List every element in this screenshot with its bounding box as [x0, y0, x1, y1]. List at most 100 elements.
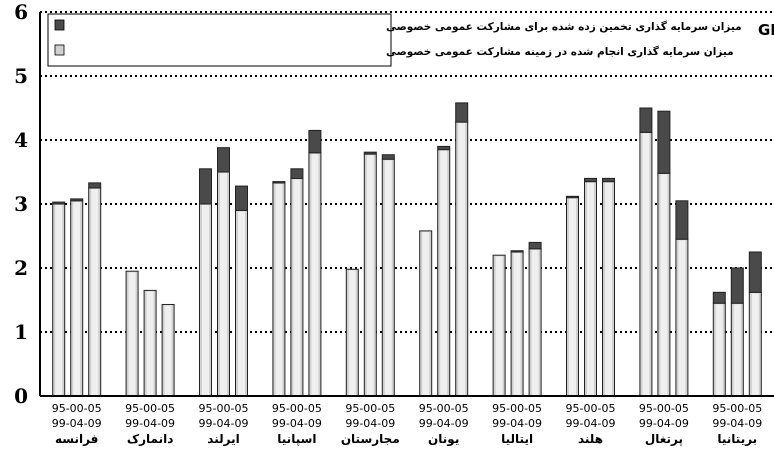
legend-swatch-actual [54, 44, 65, 56]
bar-actual-highlight [348, 270, 356, 396]
country-label: دانمارک [127, 432, 174, 446]
legend-box [47, 13, 392, 67]
y-tick-label: 1 [14, 320, 28, 344]
bar-actual-highlight [733, 304, 741, 396]
bar-estimated [290, 168, 304, 179]
period-label: 99-04-09 [199, 417, 249, 430]
bar-estimated [235, 185, 248, 211]
bar-actual-highlight [422, 231, 430, 396]
unit-label: درصد از GDP [758, 21, 774, 39]
period-label: 95-00-05 [639, 402, 689, 415]
bar-actual-highlight [587, 182, 594, 396]
bar-estimated [657, 110, 671, 174]
period-label: 95-00-05 [419, 402, 469, 415]
country-label: ایتالیا [501, 432, 533, 446]
bar-estimated [217, 147, 230, 173]
x-tick-labels: 95-00-05 99-04-09 فرانسه 95-00-05 99-04-09 دا… [52, 402, 763, 447]
bar-estimated [308, 129, 322, 154]
bar-actual-highlight [569, 198, 576, 396]
legend-label-estimated: میزان سرمایه گذاری تخمین زده شده برای مش… [386, 20, 742, 33]
bar-estimated [199, 168, 212, 205]
bar-actual-highlight [238, 211, 245, 396]
bar-actual-highlight [128, 272, 136, 396]
y-tick-label: 0 [14, 384, 28, 408]
bar-estimated [602, 177, 615, 183]
country-label: مجارستان [341, 432, 400, 446]
period-label: 95-00-05 [566, 402, 616, 415]
period-label: 95-00-05 [712, 402, 762, 415]
bar-actual-highlight [513, 253, 521, 396]
bars [52, 102, 762, 397]
bar-actual-highlight [495, 256, 503, 396]
bar-actual-highlight [440, 150, 448, 396]
bar-estimated [639, 107, 653, 133]
period-label: 95-00-05 [52, 402, 102, 415]
period-label: 99-04-09 [639, 417, 689, 430]
country-label: بریتانیا [717, 432, 757, 446]
legend: میزان سرمایه گذاری تخمین زده شده برای مش… [47, 13, 742, 67]
y-tick-label: 5 [14, 64, 28, 88]
bar-actual-highlight [293, 179, 301, 396]
country-label: پرتغال [645, 432, 683, 446]
period-label: 99-04-09 [125, 417, 175, 430]
period-label: 99-04-09 [712, 417, 762, 430]
bar-actual-highlight [91, 189, 99, 396]
bar-actual-highlight [164, 305, 172, 396]
country-label: فرانسه [55, 432, 98, 446]
bar-actual-highlight [275, 183, 283, 396]
y-tick-label: 6 [14, 0, 28, 24]
legend-swatch-estimated [54, 19, 65, 31]
bar-estimated [584, 177, 597, 183]
bar-estimated [510, 250, 524, 253]
period-label: 95-00-05 [345, 402, 395, 415]
country-label: ایرلند [207, 432, 239, 446]
bar-actual-highlight [202, 205, 209, 396]
country-label: هلند [578, 432, 603, 446]
period-label: 95-00-05 [272, 402, 322, 415]
period-label: 99-04-09 [492, 417, 542, 430]
bar-actual-highlight [678, 240, 686, 396]
bar-estimated [455, 102, 469, 123]
bar-estimated [748, 251, 762, 293]
period-label: 95-00-05 [125, 402, 175, 415]
bar-estimated [70, 198, 84, 202]
bar-actual-highlight [605, 182, 612, 396]
period-label: 99-04-09 [419, 417, 469, 430]
bar-estimated [566, 195, 579, 199]
bar-estimated [381, 154, 395, 160]
bar-actual-highlight [751, 293, 759, 396]
y-tick-label: 2 [14, 256, 28, 280]
bar-estimated [272, 181, 286, 184]
period-label: 95-00-05 [492, 402, 542, 415]
bar-actual-highlight [715, 304, 723, 396]
period-label: 99-04-09 [52, 417, 102, 430]
bar-actual-highlight [220, 173, 227, 396]
bar-estimated [528, 241, 542, 250]
period-label: 95-00-05 [199, 402, 249, 415]
bar-estimated [730, 267, 744, 304]
country-label: اسپانیا [277, 432, 316, 446]
bar-estimated [675, 200, 689, 240]
bar-actual-highlight [366, 155, 374, 396]
country-label: یونان [428, 432, 459, 447]
period-label: 99-04-09 [345, 417, 395, 430]
period-label: 99-04-09 [566, 417, 616, 430]
bar-estimated [712, 291, 726, 304]
bar-actual-highlight [384, 160, 392, 396]
bar-actual-highlight [642, 133, 650, 396]
bar-estimated [437, 145, 451, 151]
bar-actual-highlight [55, 205, 63, 396]
bar-actual-highlight [660, 174, 668, 396]
legend-label-actual: میزان سرمایه گذاری انجام شده در زمینه مش… [386, 45, 734, 58]
bar-estimated [363, 151, 377, 155]
bar-actual-highlight [311, 153, 319, 396]
period-label: 99-04-09 [272, 417, 322, 430]
bar-actual-highlight [146, 291, 154, 396]
bar-actual-highlight [531, 249, 539, 396]
bar-actual-highlight [73, 201, 81, 396]
bar-estimated [88, 182, 102, 189]
y-tick-labels: 0 1 2 3 4 5 6 [14, 0, 28, 408]
y-tick-label: 3 [14, 192, 28, 216]
bar-estimated [52, 201, 66, 205]
